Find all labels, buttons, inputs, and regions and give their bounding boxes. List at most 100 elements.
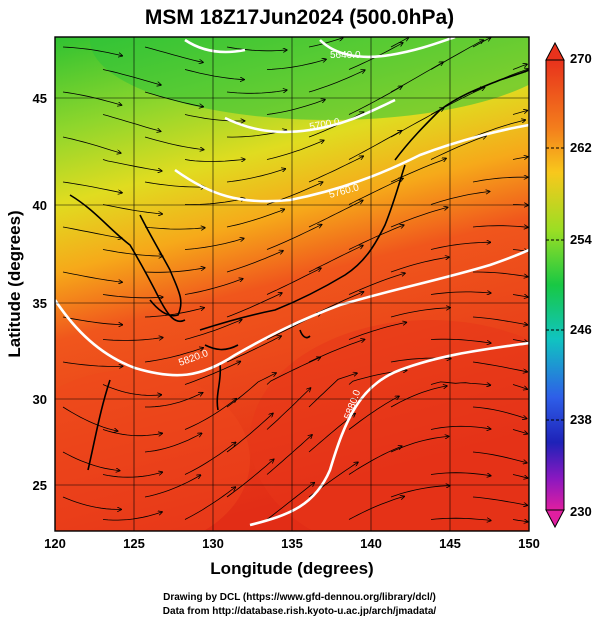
- streamline: [348, 131, 402, 160]
- x-axis: 120 125 130 135 140 145 150: [44, 536, 540, 551]
- streamline: [472, 120, 525, 138]
- streamline: [266, 59, 326, 70]
- streamline: [144, 308, 204, 318]
- x-tick-label: 135: [281, 536, 303, 551]
- cool-region: [90, 37, 529, 120]
- colorbar-tick-label: 230: [570, 504, 592, 519]
- contour-5880: [249, 341, 529, 527]
- streamline: [348, 446, 402, 475]
- streamline: [473, 271, 528, 277]
- streamline: [472, 451, 527, 463]
- streamline: [102, 249, 163, 257]
- streamline: [390, 308, 450, 318]
- streamline: [266, 100, 325, 115]
- credit-data-source: Data from http://database.rish.kyoto-u.a…: [162, 606, 437, 617]
- streamline: [472, 496, 527, 505]
- streamline: [184, 487, 235, 520]
- streamline: [184, 399, 236, 430]
- streamline: [62, 46, 122, 56]
- streamline: [184, 442, 236, 475]
- y-tick-label: 35: [33, 296, 47, 311]
- x-tick-label: 120: [44, 536, 66, 551]
- streamline: [430, 292, 491, 295]
- streamline: [226, 251, 283, 273]
- colorbar-tick-label: 246: [570, 322, 592, 337]
- streamline: [266, 388, 311, 430]
- streamline: [184, 159, 245, 161]
- streamline: [390, 486, 450, 498]
- streamline: [144, 348, 203, 363]
- x-tick-label: 150: [518, 536, 540, 551]
- streamline: [102, 429, 162, 436]
- plot-frame: [54, 36, 530, 532]
- streamline: [226, 90, 287, 94]
- streamline: [512, 64, 527, 70]
- streamline: [184, 279, 243, 295]
- streamline: [184, 320, 242, 340]
- streamline: [62, 91, 122, 105]
- streamline: [472, 406, 527, 419]
- streamline: [62, 316, 122, 325]
- streamline: [144, 46, 203, 62]
- streamline: [266, 435, 312, 475]
- streamline: [62, 271, 122, 282]
- streamline: [348, 273, 405, 295]
- streamline: [144, 136, 204, 150]
- streamline: [102, 69, 161, 86]
- x-tick-label: 130: [202, 536, 224, 551]
- colorbar-tick-label: 254: [570, 232, 592, 247]
- streamline: [348, 396, 399, 430]
- streamlines: [62, 37, 528, 521]
- streamline: [144, 227, 205, 229]
- streamline: [266, 357, 320, 385]
- streamline: [430, 425, 491, 429]
- streamline: [62, 496, 121, 509]
- streamline: [62, 136, 121, 153]
- streamline: [512, 157, 528, 160]
- streamline: [62, 406, 118, 431]
- streamline: [144, 433, 202, 453]
- streamline: [348, 322, 406, 340]
- streamline: [62, 451, 120, 471]
- contour-lines: [55, 37, 529, 527]
- streamline: [308, 373, 357, 408]
- contour-label-5640: 5640.0: [330, 50, 361, 61]
- streamline: [472, 316, 527, 325]
- streamline: [512, 474, 528, 479]
- contour-5640: [184, 37, 456, 59]
- streamline: [226, 169, 285, 183]
- x-tick-label: 145: [439, 536, 461, 551]
- streamline: [102, 114, 161, 132]
- streamline: [512, 295, 528, 298]
- streamline: [348, 225, 404, 250]
- contour-label-5700: 5700.0: [309, 117, 341, 133]
- streamline: [144, 181, 205, 187]
- streamline: [62, 181, 122, 193]
- streamline: [226, 46, 287, 51]
- streamline: [62, 361, 123, 366]
- streamline: [144, 475, 201, 498]
- streamline: [266, 140, 324, 160]
- warm-region: [250, 320, 529, 531]
- contour-5700: [224, 98, 396, 134]
- streamline: [430, 518, 491, 520]
- streamline: [472, 226, 528, 228]
- streamline: [145, 393, 203, 408]
- y-tick-label: 40: [33, 198, 47, 213]
- streamline: [102, 472, 162, 478]
- streamline: [62, 226, 122, 238]
- streamline: [472, 361, 527, 372]
- y-axis-title: Latitude (degrees): [5, 210, 24, 357]
- streamline: [430, 192, 490, 205]
- streamline: [226, 293, 282, 318]
- streamline: [184, 69, 244, 80]
- streamline: [102, 384, 161, 396]
- streamline: [390, 386, 447, 408]
- streamline: [430, 338, 491, 343]
- x-axis-title: Longitude (degrees): [210, 559, 373, 578]
- streamline: [512, 384, 527, 390]
- x-tick-label: 140: [360, 536, 382, 551]
- graticule: [55, 37, 529, 531]
- streamline: [266, 225, 322, 250]
- streamline: [512, 429, 527, 434]
